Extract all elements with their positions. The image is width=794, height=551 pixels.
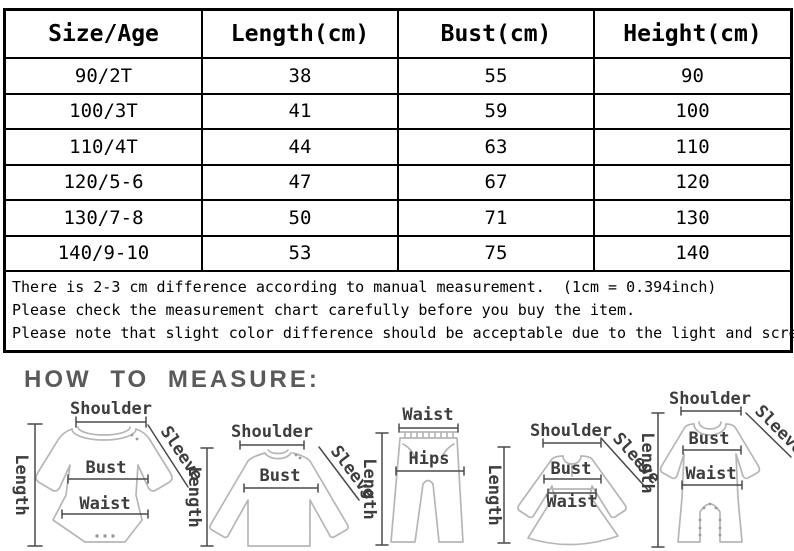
table-cell: 120/5-6 bbox=[6, 163, 203, 201]
table-header-row: Size/Age Length(cm) Bust(cm) Height(cm) bbox=[6, 11, 790, 59]
table-cell: 55 bbox=[397, 57, 595, 95]
table-cell: 90/2T bbox=[6, 57, 203, 95]
table-cell: 71 bbox=[397, 199, 595, 237]
waist-label: Waist bbox=[79, 494, 130, 514]
header-bust: Bust(cm) bbox=[397, 11, 595, 59]
shoulder-label: Shoulder bbox=[231, 422, 313, 442]
table-cell: 53 bbox=[201, 234, 399, 270]
length-label: Length bbox=[484, 464, 504, 525]
table-cell: 75 bbox=[397, 234, 595, 270]
table-cell: 44 bbox=[201, 128, 399, 166]
table-cell: 120 bbox=[593, 163, 790, 201]
table-cell: 100/3T bbox=[6, 92, 203, 130]
tshirt-diagram: Shoulder Length Bust Sleeve bbox=[184, 422, 379, 547]
sleeve-measure-line bbox=[318, 446, 360, 501]
table-cell: 50 bbox=[201, 199, 399, 237]
table-cell: 140 bbox=[593, 234, 790, 270]
table-row: 140/9-10 53 75 140 bbox=[6, 234, 790, 270]
table-row: 100/3T 41 59 100 bbox=[6, 92, 790, 130]
pants-outline bbox=[390, 431, 464, 543]
bodysuit-diagram: Shoulder Length Bust Waist Sleeve bbox=[11, 399, 207, 547]
note-line-3: Please note that slight color difference… bbox=[12, 324, 794, 342]
length-measure-line bbox=[200, 447, 214, 547]
collar bbox=[693, 421, 727, 436]
waist-label: Waist bbox=[402, 405, 453, 425]
waist-measure-line bbox=[681, 480, 743, 490]
pocket-curves bbox=[402, 443, 455, 463]
collar bbox=[71, 426, 137, 441]
table-cell: 90 bbox=[593, 57, 790, 95]
dress-diagram: Shoulder Length Bust Waist Sleeve bbox=[484, 421, 664, 546]
tshirt-outline bbox=[209, 452, 349, 547]
header-size-age: Size/Age bbox=[6, 11, 203, 59]
table-row: 120/5-6 47 67 120 bbox=[6, 163, 790, 201]
waist-measure-line bbox=[398, 423, 459, 433]
bust-measure-line bbox=[682, 445, 742, 455]
bust-measure-line bbox=[67, 474, 149, 484]
shoulder-measure-line bbox=[542, 438, 602, 448]
table-cell: 38 bbox=[201, 57, 399, 95]
sleeve-measure-line bbox=[147, 424, 189, 488]
note-line-2: Please check the measurement chart caref… bbox=[12, 301, 636, 319]
shoulder-label: Shoulder bbox=[669, 389, 751, 409]
table-cell: 110 bbox=[593, 128, 790, 166]
sleeve-label: Sleeve bbox=[750, 401, 794, 459]
shoulder-measure-line bbox=[75, 416, 147, 428]
table-cell: 140/9-10 bbox=[6, 234, 203, 270]
table-row: 90/2T 38 55 90 bbox=[6, 57, 790, 95]
bust-measure-line bbox=[543, 474, 602, 484]
size-table: Size/Age Length(cm) Bust(cm) Height(cm) … bbox=[6, 11, 790, 270]
waist-label: Waist bbox=[546, 492, 597, 512]
length-label: Length bbox=[11, 454, 31, 515]
length-label: Length bbox=[637, 432, 657, 493]
dress-outline bbox=[517, 455, 627, 546]
table-row: 130/7-8 50 71 130 bbox=[6, 199, 790, 237]
header-length: Length(cm) bbox=[201, 11, 399, 59]
bust-label: Bust bbox=[260, 466, 301, 486]
table-cell: 130 bbox=[593, 199, 790, 237]
length-measure-line bbox=[651, 412, 665, 548]
waist-measure-line bbox=[547, 488, 597, 498]
size-chart-box: Size/Age Length(cm) Bust(cm) Height(cm) … bbox=[3, 8, 794, 353]
length-label: Length bbox=[184, 466, 204, 527]
how-to-measure-title: HOW TO MEASURE: bbox=[24, 366, 320, 393]
shoulder-measure-line bbox=[239, 440, 305, 450]
table-cell: 59 bbox=[397, 92, 595, 130]
bust-label: Bust bbox=[689, 429, 730, 449]
table-cell: 63 bbox=[397, 128, 595, 166]
waist-label: Waist bbox=[685, 464, 736, 484]
bust-label: Bust bbox=[86, 458, 127, 478]
table-cell: 130/7-8 bbox=[6, 199, 203, 237]
bust-label: Bust bbox=[551, 459, 592, 479]
shoulder-label: Shoulder bbox=[70, 399, 152, 419]
romper-diagram: Shoulder Sleeve Length Bust Waist bbox=[637, 389, 794, 548]
table-cell: 41 bbox=[201, 92, 399, 130]
hips-label: Hips bbox=[409, 449, 450, 469]
length-measure-line bbox=[497, 446, 511, 544]
table-cell: 47 bbox=[201, 163, 399, 201]
shoulder-measure-line bbox=[680, 406, 742, 416]
note-line-1: There is 2-3 cm difference according to … bbox=[12, 278, 717, 296]
hips-measure-line bbox=[395, 466, 465, 476]
bodysuit-outline bbox=[35, 428, 173, 543]
sleeve-measure-line bbox=[600, 437, 649, 491]
bust-measure-line bbox=[243, 483, 319, 493]
collar bbox=[264, 449, 292, 460]
length-measure-line bbox=[375, 432, 389, 546]
length-measure-line bbox=[27, 423, 43, 547]
length-label: Length bbox=[359, 458, 379, 519]
pants-diagram: Waist Length Hips bbox=[359, 405, 465, 546]
header-height: Height(cm) bbox=[593, 11, 790, 59]
sleeve-measure-line bbox=[745, 412, 792, 458]
shoulder-label: Shoulder bbox=[530, 421, 612, 441]
table-cell: 100 bbox=[593, 92, 790, 130]
waist-measure-line bbox=[61, 509, 149, 519]
table-cell: 67 bbox=[397, 163, 595, 201]
measurement-notes: There is 2-3 cm difference according to … bbox=[6, 270, 794, 350]
table-row: 110/4T 44 63 110 bbox=[6, 128, 790, 166]
table-cell: 110/4T bbox=[6, 128, 203, 166]
